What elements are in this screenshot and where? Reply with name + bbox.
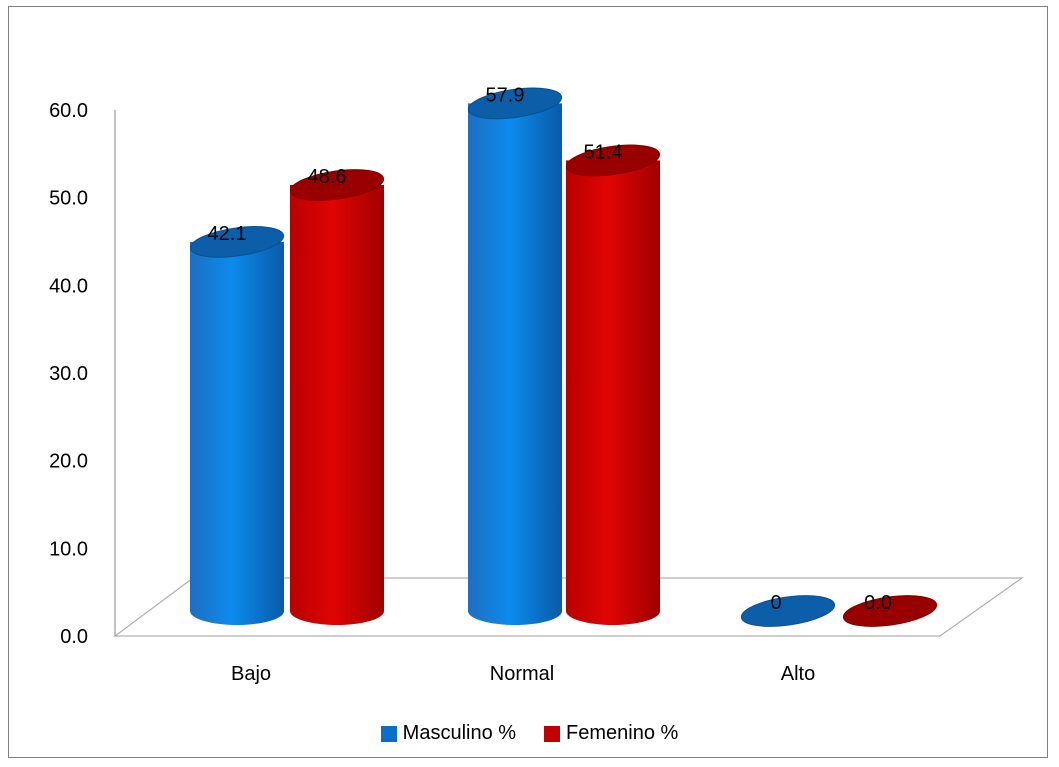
bar-body xyxy=(290,184,384,625)
y-tick-label: 50.0 xyxy=(49,188,88,210)
y-tick-label: 20.0 xyxy=(49,451,88,473)
data-label: 0.0 xyxy=(864,592,892,614)
bar xyxy=(189,226,285,625)
y-tick-label: 40.0 xyxy=(49,275,88,297)
legend-label-masculino: Masculino % xyxy=(402,722,517,744)
data-label: 57.9 xyxy=(486,84,525,106)
data-label: 51.4 xyxy=(584,141,623,163)
bar-body xyxy=(566,160,660,626)
legend-swatch-femenino xyxy=(544,725,561,742)
bar xyxy=(289,169,385,625)
x-tick-label: Bajo xyxy=(231,663,271,685)
data-label: 42.1 xyxy=(208,223,247,245)
legend: Masculino % Femenino % xyxy=(0,722,1059,745)
data-label: 48.6 xyxy=(308,166,347,188)
x-tick-label: Normal xyxy=(490,663,554,685)
bar-top xyxy=(740,595,836,627)
legend-item-masculino: Masculino % xyxy=(380,722,517,745)
chart-frame xyxy=(8,6,1048,758)
bar-top xyxy=(842,595,938,627)
y-tick-label: 30.0 xyxy=(49,363,88,385)
y-tick-label: 10.0 xyxy=(49,538,88,560)
bar-top xyxy=(189,226,285,258)
legend-item-femenino: Femenino % xyxy=(544,722,678,745)
floor-plane xyxy=(113,577,1024,637)
bar xyxy=(565,144,661,626)
bar-top xyxy=(565,144,661,177)
bar xyxy=(467,87,563,625)
legend-label-femenino: Femenino % xyxy=(566,722,679,744)
bar-body xyxy=(190,241,284,625)
y-tick-label: 60.0 xyxy=(49,100,88,122)
bar xyxy=(842,595,938,627)
data-label: 0 xyxy=(770,592,781,614)
legend-swatch-masculino xyxy=(380,725,397,742)
y-tick-label: 0.0 xyxy=(60,626,88,648)
bar-top xyxy=(289,169,385,201)
x-tick-label: Alto xyxy=(781,663,815,685)
bar xyxy=(740,595,836,627)
bar-top xyxy=(467,87,563,120)
bar-body xyxy=(468,103,562,625)
